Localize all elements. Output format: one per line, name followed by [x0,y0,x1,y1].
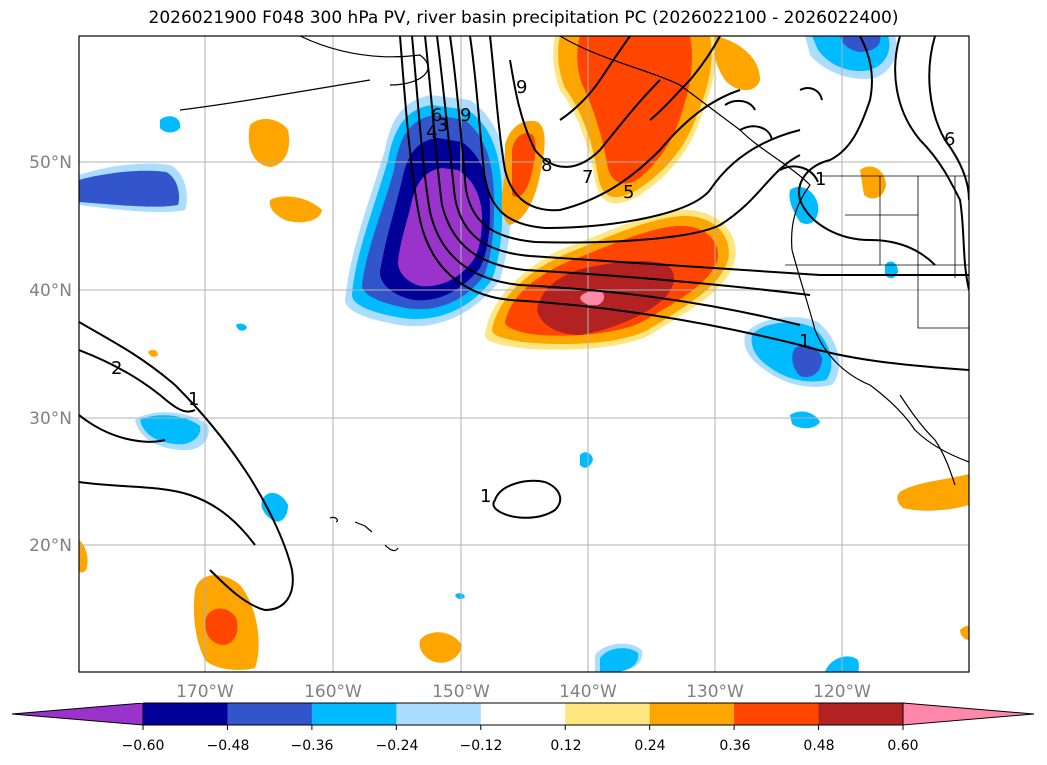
colorbar-swatch [734,703,820,725]
contour-label: 6 [944,129,955,150]
colorbar-swatch [227,703,313,725]
pv-contours [79,36,969,612]
contour-label: 9 [460,105,471,126]
colorbar-tick-label: 0.24 [634,738,665,754]
colorbar-swatch [396,703,482,725]
political-borders [785,175,969,329]
lon-label-120w: 120°W [813,682,871,702]
contour-label: 2 [111,358,122,379]
contour-label: 9 [516,77,527,98]
lat-label-50n: 50°N [29,153,72,173]
lon-label-140w: 140°W [559,682,617,702]
lat-label-40n: 40°N [29,281,72,301]
colorbar-tick-label: −0.12 [460,738,503,754]
colorbar-outline [11,702,1035,726]
colorbar-tick-label: −0.24 [376,738,419,754]
colorbar-tick-labels: −0.60 −0.48 −0.36 −0.24 −0.12 0.12 0.24 … [122,738,919,754]
contour-label: 1 [815,169,826,190]
colorbar-tick-label: −0.36 [291,738,334,754]
colorbar-tick-label: 0.12 [550,738,581,754]
contour-label: 1 [188,389,199,410]
lon-label-150w: 150°W [432,682,490,702]
lon-label-160w: 160°W [304,682,362,702]
colorbar-swatch [311,703,397,725]
colorbar-extend-low [12,703,143,725]
colorbar-swatch [818,703,904,725]
colorbar-tick-label: −0.48 [207,738,250,754]
lon-label-170w: 170°W [176,682,234,702]
contour-label: 1 [480,486,491,507]
contour-label: 8 [541,155,552,176]
colorbar-ticks [142,725,904,730]
contour-label: 5 [623,182,634,203]
colorbar-extend-high [903,703,1034,725]
lat-lon-gridlines [79,36,969,672]
colorbar-tick-label: 0.60 [887,738,918,754]
lat-axis-labels: 50°N 40°N 30°N 20°N [29,153,72,556]
lon-axis-labels: 170°W 160°W 150°W 140°W 130°W 120°W [176,682,871,702]
lat-label-30n: 30°N [29,409,72,429]
colorbar-tick-label: −0.60 [122,738,165,754]
plot-frame [78,35,970,673]
colorbar-tick-label: 0.36 [719,738,750,754]
colorbar-swatch [480,703,566,725]
contour-label: 3 [437,115,448,136]
lon-label-130w: 130°W [686,682,744,702]
contour-label: 7 [582,167,593,188]
contour-label: 1 [799,331,810,352]
pv-contour-labels: 9 6 4 3 8 7 5 9 6 1 2 1 1 1 [111,77,955,507]
map-title: 2026021900 F048 300 hPa PV, river basin … [148,8,899,28]
colorbar-swatch [565,703,651,725]
contour-label: 6 [431,105,442,126]
colorbar-swatch [143,703,228,725]
lat-label-20n: 20°N [29,536,72,556]
colorbar-tick-label: 0.48 [803,738,834,754]
colorbar-swatch [649,703,735,725]
contour-label: 4 [426,122,437,143]
colorbar-swatches [12,703,1034,725]
colorbar: −0.60 −0.48 −0.36 −0.24 −0.12 0.12 0.24 … [11,702,1035,754]
